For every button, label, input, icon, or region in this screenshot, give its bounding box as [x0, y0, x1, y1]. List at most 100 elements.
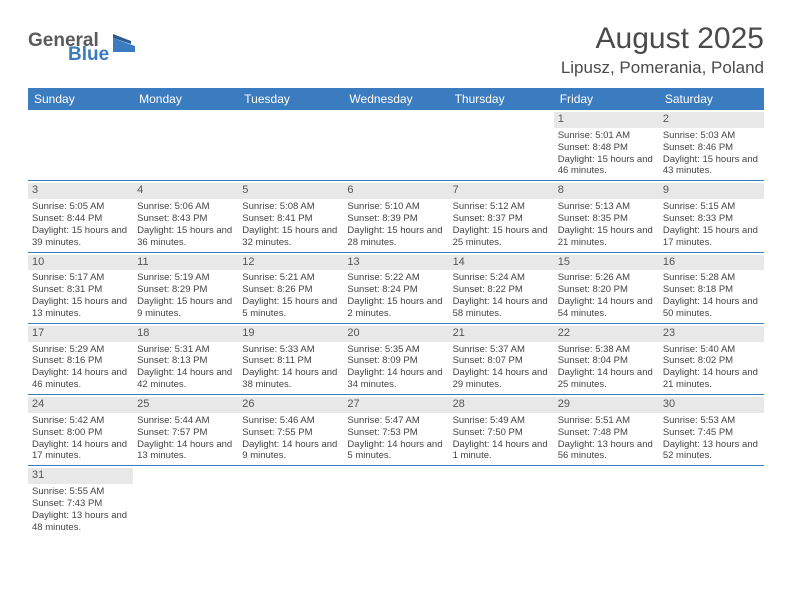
sunrise-line: Sunrise: 5:19 AM — [137, 272, 234, 284]
empty-cell: . — [449, 466, 554, 536]
daylight-line: Daylight: 15 hours and 32 minutes. — [242, 225, 339, 249]
daylight-line: Daylight: 15 hours and 43 minutes. — [663, 154, 760, 178]
calendar-body: .....1Sunrise: 5:01 AMSunset: 8:48 PMDay… — [28, 110, 764, 537]
sunrise-line: Sunrise: 5:42 AM — [32, 415, 129, 427]
day-cell: 15Sunrise: 5:26 AMSunset: 8:20 PMDayligh… — [554, 253, 659, 323]
daylight-line: Daylight: 15 hours and 28 minutes. — [347, 225, 444, 249]
day-number: 24 — [28, 397, 133, 413]
sunrise-line: Sunrise: 5:37 AM — [453, 344, 550, 356]
logo: General Blue — [28, 22, 139, 63]
day-number: 11 — [133, 255, 238, 271]
daylight-line: Daylight: 15 hours and 36 minutes. — [137, 225, 234, 249]
day-cell: 21Sunrise: 5:37 AMSunset: 8:07 PMDayligh… — [449, 324, 554, 394]
location: Lipusz, Pomerania, Poland — [561, 58, 764, 78]
day-number: 15 — [554, 255, 659, 271]
day-number: 21 — [449, 326, 554, 342]
sunset-line: Sunset: 8:33 PM — [663, 213, 760, 225]
sunrise-line: Sunrise: 5:26 AM — [558, 272, 655, 284]
sunset-line: Sunset: 8:41 PM — [242, 213, 339, 225]
sunrise-line: Sunrise: 5:06 AM — [137, 201, 234, 213]
daylight-line: Daylight: 13 hours and 52 minutes. — [663, 439, 760, 463]
sunrise-line: Sunrise: 5:13 AM — [558, 201, 655, 213]
empty-cell: . — [133, 110, 238, 180]
day-header-cell: Sunday — [28, 88, 133, 110]
empty-cell: . — [659, 466, 764, 536]
daylight-line: Daylight: 14 hours and 17 minutes. — [32, 439, 129, 463]
day-cell: 22Sunrise: 5:38 AMSunset: 8:04 PMDayligh… — [554, 324, 659, 394]
day-header-row: SundayMondayTuesdayWednesdayThursdayFrid… — [28, 88, 764, 110]
week-row: 24Sunrise: 5:42 AMSunset: 8:00 PMDayligh… — [28, 395, 764, 466]
day-cell: 2Sunrise: 5:03 AMSunset: 8:46 PMDaylight… — [659, 110, 764, 180]
daylight-line: Daylight: 14 hours and 5 minutes. — [347, 439, 444, 463]
sunrise-line: Sunrise: 5:46 AM — [242, 415, 339, 427]
empty-cell: . — [343, 466, 448, 536]
day-cell: 27Sunrise: 5:47 AMSunset: 7:53 PMDayligh… — [343, 395, 448, 465]
day-number: 20 — [343, 326, 448, 342]
sunrise-line: Sunrise: 5:28 AM — [663, 272, 760, 284]
day-header-cell: Tuesday — [238, 88, 343, 110]
day-cell: 12Sunrise: 5:21 AMSunset: 8:26 PMDayligh… — [238, 253, 343, 323]
empty-cell: . — [554, 466, 659, 536]
sunrise-line: Sunrise: 5:40 AM — [663, 344, 760, 356]
day-cell: 19Sunrise: 5:33 AMSunset: 8:11 PMDayligh… — [238, 324, 343, 394]
sunset-line: Sunset: 8:35 PM — [558, 213, 655, 225]
day-number: 18 — [133, 326, 238, 342]
sunrise-line: Sunrise: 5:05 AM — [32, 201, 129, 213]
sunrise-line: Sunrise: 5:47 AM — [347, 415, 444, 427]
sunset-line: Sunset: 8:29 PM — [137, 284, 234, 296]
day-cell: 8Sunrise: 5:13 AMSunset: 8:35 PMDaylight… — [554, 181, 659, 251]
daylight-line: Daylight: 13 hours and 48 minutes. — [32, 510, 129, 534]
day-cell: 25Sunrise: 5:44 AMSunset: 7:57 PMDayligh… — [133, 395, 238, 465]
sunrise-line: Sunrise: 5:01 AM — [558, 130, 655, 142]
daylight-line: Daylight: 14 hours and 9 minutes. — [242, 439, 339, 463]
empty-cell: . — [238, 110, 343, 180]
day-number: 26 — [238, 397, 343, 413]
sunset-line: Sunset: 8:18 PM — [663, 284, 760, 296]
day-number: 29 — [554, 397, 659, 413]
daylight-line: Daylight: 14 hours and 46 minutes. — [32, 367, 129, 391]
sunset-line: Sunset: 8:00 PM — [32, 427, 129, 439]
sunset-line: Sunset: 7:45 PM — [663, 427, 760, 439]
day-cell: 4Sunrise: 5:06 AMSunset: 8:43 PMDaylight… — [133, 181, 238, 251]
sunset-line: Sunset: 8:39 PM — [347, 213, 444, 225]
day-number: 3 — [28, 183, 133, 199]
sunset-line: Sunset: 7:43 PM — [32, 498, 129, 510]
day-cell: 13Sunrise: 5:22 AMSunset: 8:24 PMDayligh… — [343, 253, 448, 323]
daylight-line: Daylight: 14 hours and 25 minutes. — [558, 367, 655, 391]
day-cell: 6Sunrise: 5:10 AMSunset: 8:39 PMDaylight… — [343, 181, 448, 251]
day-number: 6 — [343, 183, 448, 199]
day-cell: 20Sunrise: 5:35 AMSunset: 8:09 PMDayligh… — [343, 324, 448, 394]
daylight-line: Daylight: 14 hours and 21 minutes. — [663, 367, 760, 391]
empty-cell: . — [343, 110, 448, 180]
empty-cell: . — [238, 466, 343, 536]
month-title: August 2025 — [561, 22, 764, 56]
day-header-cell: Wednesday — [343, 88, 448, 110]
sunrise-line: Sunrise: 5:35 AM — [347, 344, 444, 356]
sunrise-line: Sunrise: 5:12 AM — [453, 201, 550, 213]
empty-cell: . — [449, 110, 554, 180]
day-cell: 31Sunrise: 5:55 AMSunset: 7:43 PMDayligh… — [28, 466, 133, 536]
logo-flag-icon — [113, 34, 139, 59]
sunset-line: Sunset: 8:43 PM — [137, 213, 234, 225]
sunset-line: Sunset: 8:04 PM — [558, 355, 655, 367]
day-cell: 17Sunrise: 5:29 AMSunset: 8:16 PMDayligh… — [28, 324, 133, 394]
daylight-line: Daylight: 15 hours and 25 minutes. — [453, 225, 550, 249]
sunset-line: Sunset: 7:48 PM — [558, 427, 655, 439]
sunset-line: Sunset: 8:22 PM — [453, 284, 550, 296]
day-cell: 9Sunrise: 5:15 AMSunset: 8:33 PMDaylight… — [659, 181, 764, 251]
sunset-line: Sunset: 8:11 PM — [242, 355, 339, 367]
day-number: 31 — [28, 468, 133, 484]
sunset-line: Sunset: 8:31 PM — [32, 284, 129, 296]
sunset-line: Sunset: 8:02 PM — [663, 355, 760, 367]
week-row: 10Sunrise: 5:17 AMSunset: 8:31 PMDayligh… — [28, 253, 764, 324]
daylight-line: Daylight: 14 hours and 38 minutes. — [242, 367, 339, 391]
sunset-line: Sunset: 8:20 PM — [558, 284, 655, 296]
sunrise-line: Sunrise: 5:53 AM — [663, 415, 760, 427]
sunset-line: Sunset: 7:50 PM — [453, 427, 550, 439]
sunrise-line: Sunrise: 5:51 AM — [558, 415, 655, 427]
day-cell: 29Sunrise: 5:51 AMSunset: 7:48 PMDayligh… — [554, 395, 659, 465]
day-cell: 1Sunrise: 5:01 AMSunset: 8:48 PMDaylight… — [554, 110, 659, 180]
sunset-line: Sunset: 8:24 PM — [347, 284, 444, 296]
sunrise-line: Sunrise: 5:33 AM — [242, 344, 339, 356]
week-row: .....1Sunrise: 5:01 AMSunset: 8:48 PMDay… — [28, 110, 764, 181]
